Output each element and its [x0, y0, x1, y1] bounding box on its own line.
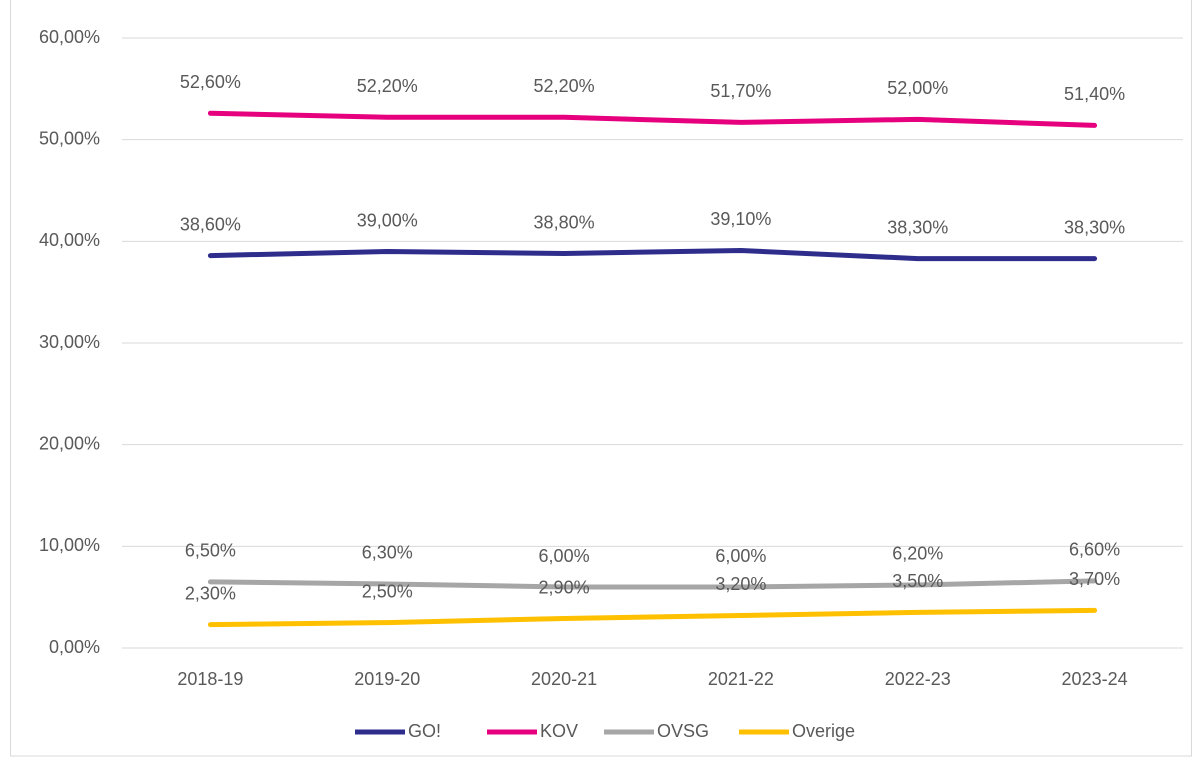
x-tick-label: 2022-23 [885, 669, 951, 689]
data-label: 39,00% [357, 210, 418, 230]
y-tick-label: 0,00% [49, 637, 100, 657]
legend-label: OVSG [657, 721, 709, 741]
data-label: 6,60% [1069, 540, 1120, 560]
data-label: 2,90% [539, 577, 590, 597]
data-label: 38,30% [887, 217, 948, 237]
x-tick-label: 2018-19 [177, 669, 243, 689]
data-label: 3,50% [892, 571, 943, 591]
data-label: 6,00% [715, 546, 766, 566]
data-label: 52,20% [357, 76, 418, 96]
series-line [207, 247, 1098, 262]
data-label: 52,20% [534, 76, 595, 96]
series-line [207, 110, 1098, 128]
data-label: 38,30% [1064, 217, 1125, 237]
y-tick-label: 10,00% [39, 535, 100, 555]
data-label: 6,00% [539, 546, 590, 566]
y-tick-label: 20,00% [39, 433, 100, 453]
data-label: 52,00% [887, 78, 948, 98]
data-label: 38,60% [180, 214, 241, 234]
data-label: 3,70% [1069, 569, 1120, 589]
data-label: 6,30% [362, 543, 413, 563]
data-label: 2,50% [362, 581, 413, 601]
legend-label: Overige [792, 721, 855, 741]
x-tick-label: 2023-24 [1062, 669, 1128, 689]
data-label: 51,40% [1064, 84, 1125, 104]
series-line [207, 607, 1098, 628]
data-label: 2,30% [185, 583, 236, 603]
data-label: 39,10% [710, 209, 771, 229]
legend-label: KOV [540, 721, 578, 741]
series-line [207, 578, 1098, 590]
data-label: 6,20% [892, 544, 943, 564]
legend-label: GO! [408, 721, 441, 741]
chart-frame [10, 0, 1192, 757]
data-label: 51,70% [710, 81, 771, 101]
y-tick-label: 40,00% [39, 230, 100, 250]
x-tick-label: 2021-22 [708, 669, 774, 689]
data-label: 6,50% [185, 541, 236, 561]
y-tick-label: 30,00% [39, 332, 100, 352]
x-tick-label: 2020-21 [531, 669, 597, 689]
data-label: 52,60% [180, 72, 241, 92]
data-label: 38,80% [534, 212, 595, 232]
y-tick-label: 50,00% [39, 128, 100, 148]
x-tick-label: 2019-20 [354, 669, 420, 689]
y-tick-label: 60,00% [39, 27, 100, 47]
data-label: 3,20% [715, 574, 766, 594]
